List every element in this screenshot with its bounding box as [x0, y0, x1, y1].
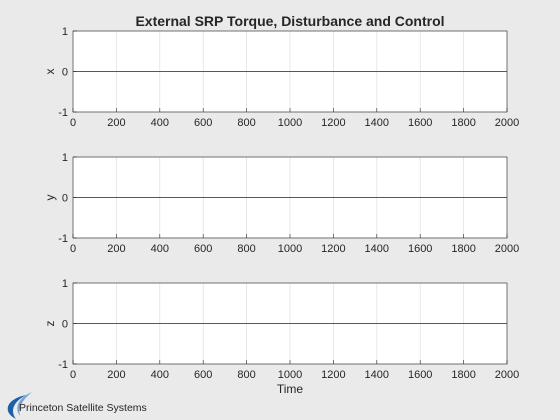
x-tick-label: 600	[194, 369, 212, 381]
y-tick-label: 1	[62, 152, 68, 164]
x-tick-label: 1400	[365, 369, 389, 381]
x-tick-label: 1800	[451, 369, 475, 381]
x-tick-label: 1600	[408, 117, 432, 129]
chart-title: External SRP Torque, Disturbance and Con…	[135, 13, 444, 29]
x-tick-label: 200	[107, 243, 125, 255]
x-tick-label: 1800	[451, 117, 475, 129]
x-tick-label: 2000	[495, 369, 519, 381]
x-tick-label: 1200	[321, 369, 345, 381]
x-tick-label: 1600	[408, 369, 432, 381]
y-axis-label-z: z	[43, 321, 57, 327]
x-tick-label: 1800	[451, 243, 475, 255]
x-tick-label: 1000	[278, 117, 302, 129]
x-tick-label: 800	[237, 243, 255, 255]
x-tick-label: 800	[237, 117, 255, 129]
swoosh-icon	[7, 395, 26, 419]
y-tick-label: 1	[62, 26, 68, 38]
y-axis-label-x: x	[43, 69, 57, 75]
x-tick-label: 600	[194, 243, 212, 255]
x-tick-label: 1400	[365, 243, 389, 255]
x-tick-label: 800	[237, 369, 255, 381]
x-tick-label: 0	[70, 369, 76, 381]
logo-text: Princeton Satellite Systems	[19, 402, 147, 414]
psss-logo: Princeton Satellite Systems	[7, 392, 147, 419]
x-tick-label: 1200	[321, 117, 345, 129]
swoosh-accent-icon	[17, 392, 32, 416]
y-tick-label: 0	[62, 67, 68, 79]
x-tick-label: 400	[151, 243, 169, 255]
x-tick-label: 200	[107, 117, 125, 129]
x-tick-label: 1200	[321, 243, 345, 255]
y-tick-label: -1	[58, 359, 68, 371]
x-tick-label: 1600	[408, 243, 432, 255]
x-tick-label: 200	[107, 369, 125, 381]
x-tick-label: 2000	[495, 243, 519, 255]
y-tick-label: 0	[62, 319, 68, 331]
subplot-x: 0 200 400 600 800 1000 1200 1400 1600 1800 200010-…	[43, 26, 519, 129]
y-tick-label: 1	[62, 278, 68, 290]
subplot-y: 0 200 400 600 800 1000 1200 1400 1600 1800 200010-…	[43, 152, 519, 255]
x-tick-label: 1000	[278, 243, 302, 255]
x-tick-label: 2000	[495, 117, 519, 129]
x-axis-label: Time	[277, 382, 304, 396]
x-tick-label: 600	[194, 117, 212, 129]
axes-area: 0 200 400 600 800 1000 1200 1400 1600 1800 200010-…	[43, 26, 519, 381]
y-tick-label: -1	[58, 233, 68, 245]
x-tick-label: 1400	[365, 117, 389, 129]
x-tick-label: 0	[70, 243, 76, 255]
y-tick-label: -1	[58, 107, 68, 119]
x-tick-label: 0	[70, 117, 76, 129]
x-tick-label: 400	[151, 117, 169, 129]
x-tick-label: 1000	[278, 369, 302, 381]
y-tick-label: 0	[62, 193, 68, 205]
subplot-z: 0 200 400 600 800 1000 1200 1400 1600 1800 200010-…	[43, 278, 519, 381]
x-tick-label: 400	[151, 369, 169, 381]
y-axis-label-y: y	[43, 195, 57, 201]
